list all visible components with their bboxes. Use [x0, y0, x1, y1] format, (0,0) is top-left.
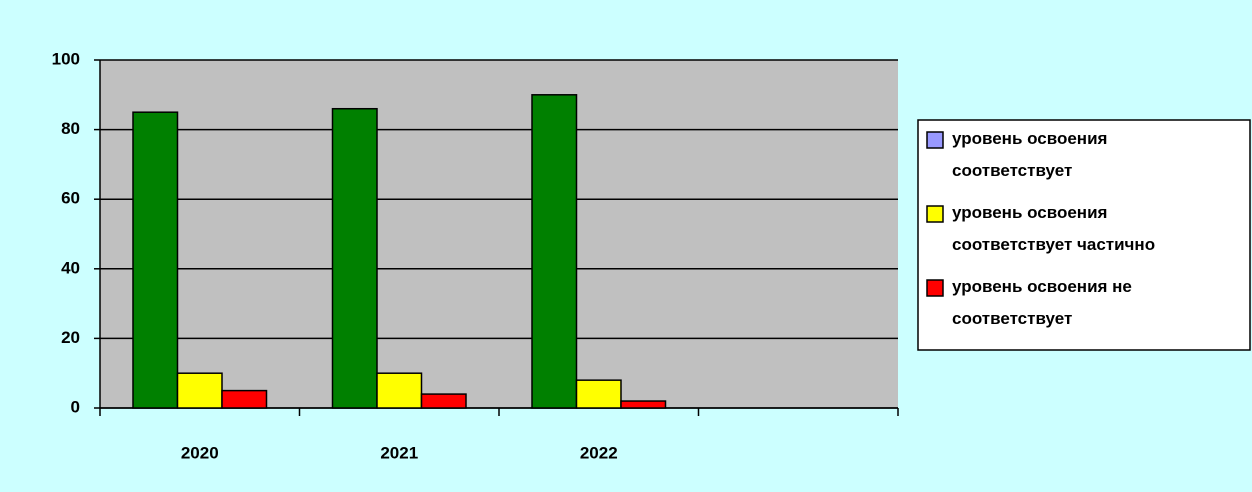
y-tick-label: 80 [61, 119, 80, 138]
legend-line: соответствует [952, 161, 1072, 180]
bar [221, 389, 268, 409]
legend-line: уровень освоения [952, 129, 1107, 148]
y-tick-label: 0 [71, 397, 80, 416]
y-tick-label: 100 [52, 49, 80, 68]
x-tick-label: 2022 [580, 443, 618, 462]
y-tick-label: 60 [61, 189, 80, 208]
legend-swatch [926, 279, 944, 297]
legend-line: уровень освоения не [952, 277, 1132, 296]
plot-area [100, 60, 898, 408]
legend-label: уровень освоения соответствует частично [952, 203, 1155, 254]
legend-swatch [926, 205, 944, 223]
legend-swatch [926, 131, 944, 149]
bar [420, 393, 467, 409]
legend-label: уровень освоения не соответствует [952, 277, 1132, 328]
bar [176, 372, 223, 409]
bar [331, 107, 378, 409]
bar [376, 372, 423, 409]
x-tick-label: 2020 [181, 443, 219, 462]
x-tick-label: 2021 [380, 443, 418, 462]
legend-line: уровень освоения [952, 203, 1107, 222]
legend-line: соответствует частично [952, 235, 1155, 254]
bar [575, 379, 622, 409]
y-tick-label: 20 [61, 328, 80, 347]
legend-line: соответствует [952, 309, 1072, 328]
legend-label: уровень освоения соответствует [952, 129, 1107, 180]
bar [132, 111, 179, 409]
y-tick-label: 40 [61, 258, 80, 277]
bar [620, 400, 667, 409]
bar [531, 94, 578, 409]
legend-box [917, 119, 1251, 351]
